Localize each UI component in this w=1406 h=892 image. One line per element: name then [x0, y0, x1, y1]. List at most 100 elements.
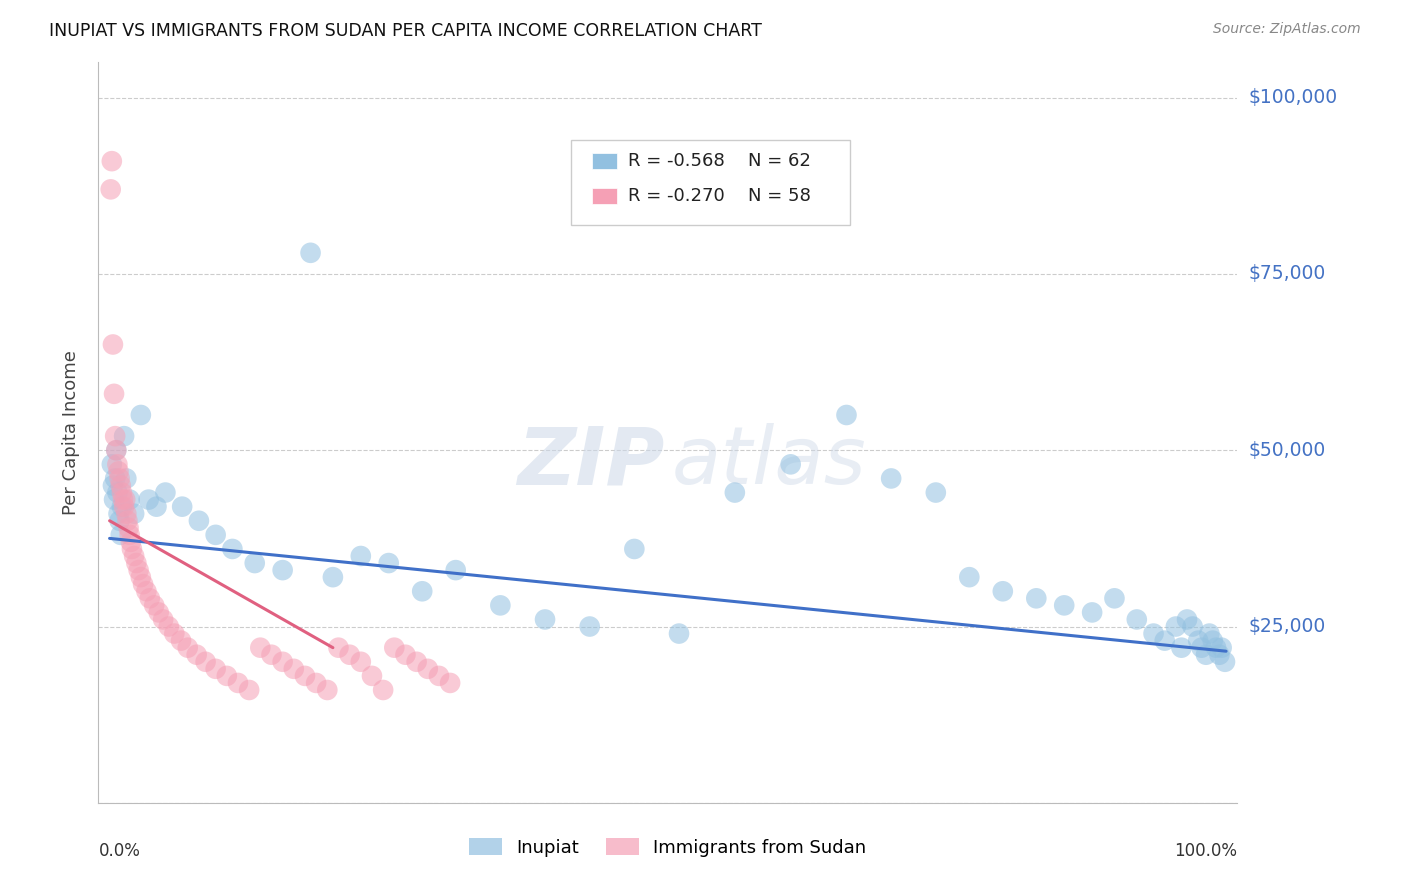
Point: [120, 535, 142, 549]
Point: [271, 563, 294, 577]
Point: [186, 648, 208, 662]
Point: [1104, 591, 1126, 606]
Point: [1211, 640, 1233, 655]
Point: [439, 676, 461, 690]
Point: [108, 514, 131, 528]
Point: [361, 669, 384, 683]
Point: [117, 521, 139, 535]
Point: [103, 387, 125, 401]
Point: [172, 500, 194, 514]
Point: [1181, 619, 1204, 633]
Point: [111, 500, 134, 514]
Point: [152, 612, 174, 626]
Text: $50,000: $50,000: [1249, 441, 1326, 459]
Point: [221, 541, 243, 556]
Point: [623, 541, 645, 556]
Point: [177, 640, 200, 655]
Point: [215, 669, 238, 683]
Point: [1191, 640, 1213, 655]
Point: [105, 443, 128, 458]
Text: $75,000: $75,000: [1249, 264, 1326, 284]
Text: N = 62: N = 62: [748, 152, 810, 169]
Point: [405, 655, 427, 669]
Point: [1202, 633, 1225, 648]
Text: R = -0.568: R = -0.568: [628, 152, 724, 169]
Point: [111, 485, 134, 500]
Point: [105, 443, 128, 458]
Point: [260, 648, 283, 662]
Point: [880, 471, 903, 485]
Point: [1142, 626, 1164, 640]
Point: [194, 655, 217, 669]
Point: [1126, 612, 1149, 626]
Point: [411, 584, 433, 599]
Point: [305, 676, 328, 690]
Point: [112, 429, 135, 443]
Point: [101, 458, 124, 472]
Point: [283, 662, 305, 676]
Text: Source: ZipAtlas.com: Source: ZipAtlas.com: [1213, 22, 1361, 37]
Point: [138, 492, 160, 507]
Point: [226, 676, 249, 690]
Point: [204, 528, 226, 542]
Point: [107, 464, 129, 478]
Point: [1153, 633, 1175, 648]
Legend: Inupiat, Immigrants from Sudan: Inupiat, Immigrants from Sudan: [463, 830, 873, 864]
Point: [118, 528, 141, 542]
Point: [299, 245, 322, 260]
Point: [101, 478, 124, 492]
Point: [1208, 648, 1230, 662]
Point: [316, 683, 339, 698]
Point: [115, 507, 138, 521]
Point: [489, 599, 512, 613]
Point: [129, 570, 152, 584]
FancyBboxPatch shape: [592, 153, 617, 169]
Point: [1187, 633, 1209, 648]
Point: [170, 633, 193, 648]
Point: [103, 492, 125, 507]
Point: [294, 669, 316, 683]
Point: [148, 606, 170, 620]
Point: [118, 492, 141, 507]
Point: [135, 584, 157, 599]
Point: [139, 591, 162, 606]
Point: [129, 408, 152, 422]
Point: [107, 507, 129, 521]
Point: [1053, 599, 1076, 613]
Point: [122, 549, 145, 563]
Point: [108, 471, 131, 485]
Point: [339, 648, 361, 662]
Point: [101, 337, 124, 351]
Point: [143, 599, 166, 613]
Point: [107, 458, 129, 472]
Point: [1205, 640, 1227, 655]
Point: [187, 514, 209, 528]
Point: [145, 500, 167, 514]
Point: [835, 408, 858, 422]
Point: [1213, 655, 1236, 669]
Point: [991, 584, 1014, 599]
Point: [1198, 626, 1220, 640]
Point: [117, 514, 139, 528]
Point: [724, 485, 747, 500]
Point: [416, 662, 439, 676]
Point: [394, 648, 416, 662]
Point: [115, 471, 138, 485]
Point: [104, 429, 127, 443]
Point: [1025, 591, 1047, 606]
Point: [371, 683, 394, 698]
Point: [1164, 619, 1187, 633]
Point: [925, 485, 948, 500]
Point: [249, 640, 271, 655]
Point: [350, 655, 373, 669]
Point: [957, 570, 980, 584]
Point: [427, 669, 450, 683]
Point: [157, 619, 180, 633]
Point: [350, 549, 373, 563]
Point: [1195, 648, 1218, 662]
Point: [238, 683, 260, 698]
Point: [1081, 606, 1104, 620]
Text: N = 58: N = 58: [748, 186, 810, 204]
Point: [382, 640, 405, 655]
Point: [779, 458, 801, 472]
